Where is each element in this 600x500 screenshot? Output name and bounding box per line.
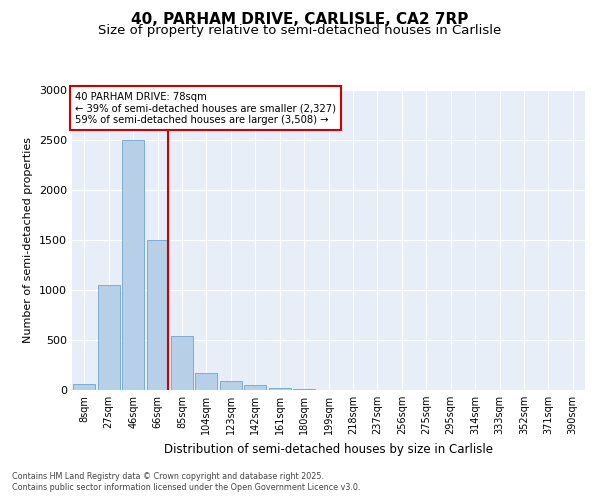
Bar — [122, 140, 144, 390]
Y-axis label: Number of semi-detached properties: Number of semi-detached properties — [23, 137, 34, 343]
Text: Contains HM Land Registry data © Crown copyright and database right 2025.: Contains HM Land Registry data © Crown c… — [12, 472, 324, 481]
Bar — [171, 336, 193, 390]
Bar — [244, 384, 266, 390]
Bar — [220, 381, 242, 390]
Text: 40 PARHAM DRIVE: 78sqm
← 39% of semi-detached houses are smaller (2,327)
59% of : 40 PARHAM DRIVE: 78sqm ← 39% of semi-det… — [74, 92, 335, 124]
Bar — [196, 372, 217, 390]
Text: Size of property relative to semi-detached houses in Carlisle: Size of property relative to semi-detach… — [98, 24, 502, 37]
Bar — [73, 384, 95, 390]
Text: Contains public sector information licensed under the Open Government Licence v3: Contains public sector information licen… — [12, 484, 361, 492]
Bar — [293, 389, 315, 390]
Text: 40, PARHAM DRIVE, CARLISLE, CA2 7RP: 40, PARHAM DRIVE, CARLISLE, CA2 7RP — [131, 12, 469, 28]
X-axis label: Distribution of semi-detached houses by size in Carlisle: Distribution of semi-detached houses by … — [164, 442, 493, 456]
Bar — [98, 285, 119, 390]
Bar — [269, 388, 290, 390]
Bar — [146, 240, 169, 390]
